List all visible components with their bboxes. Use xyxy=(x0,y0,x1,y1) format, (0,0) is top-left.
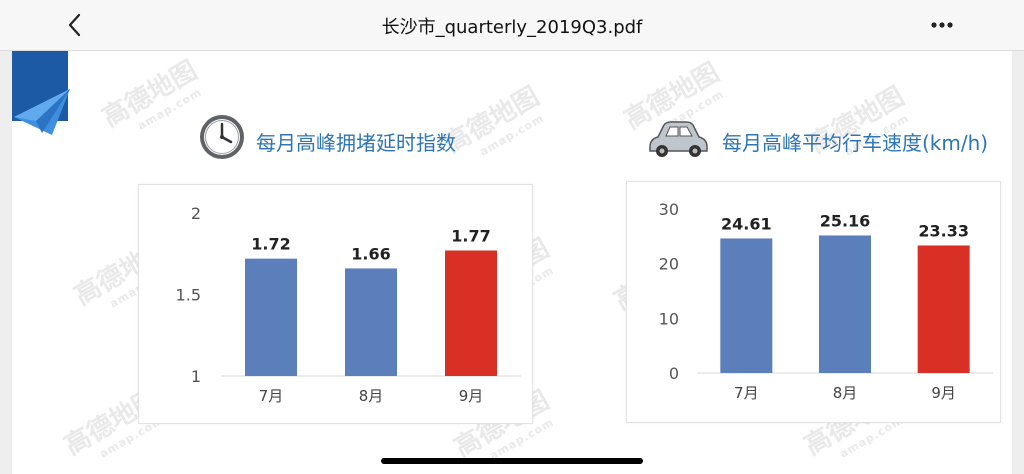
bar-value-label: 1.72 xyxy=(251,235,290,254)
x-tick-label: 9月 xyxy=(459,387,484,405)
chart-svg: 0 10 20 30 24.61 7月 25.16 8月 23.33 9月 xyxy=(659,200,993,402)
bar-value-label: 24.61 xyxy=(721,214,772,233)
chart-title: 每月高峰拥堵延时指数 xyxy=(256,131,456,155)
y-tick-label: 1 xyxy=(191,367,201,386)
bar-value-label: 25.16 xyxy=(820,211,871,230)
pdf-page[interactable]: 高德地图 amap.com 高德地图 amap.com 高德地图 amap.com 高… xyxy=(12,51,1012,474)
chart-title: 每月高峰平均行车速度(km/h) xyxy=(722,131,989,155)
bar xyxy=(720,238,773,373)
bar xyxy=(445,250,497,376)
home-indicator[interactable] xyxy=(381,458,643,464)
y-tick-label: 1.5 xyxy=(176,286,201,305)
y-tick-label: 20 xyxy=(659,255,679,274)
x-tick-label: 7月 xyxy=(259,387,284,405)
bar-value-label: 1.77 xyxy=(451,226,490,245)
x-tick-label: 9月 xyxy=(931,384,956,402)
car-icon xyxy=(649,121,708,157)
bar xyxy=(345,268,397,376)
congestion-index-chart: 1 1.5 2 1.72 7月 1.66 8月 1.77 9月 xyxy=(138,184,533,424)
x-tick-label: 8月 xyxy=(359,387,384,405)
document-title: 长沙市_quarterly_2019Q3.pdf xyxy=(381,17,643,38)
more-options-button[interactable] xyxy=(922,14,962,36)
y-tick-label: 0 xyxy=(669,364,679,383)
y-tick-label: 30 xyxy=(659,200,679,219)
top-navigation-bar: 长沙市_quarterly_2019Q3.pdf xyxy=(0,0,1024,51)
bar xyxy=(819,235,871,373)
y-tick-label: 2 xyxy=(191,204,201,223)
chevron-left-icon xyxy=(68,13,81,37)
bar-value-label: 1.66 xyxy=(351,244,390,263)
average-speed-chart: 0 10 20 30 24.61 7月 25.16 8月 23.33 9月 xyxy=(626,181,1001,423)
chart-svg: 1 1.5 2 1.72 7月 1.66 8月 1.77 9月 xyxy=(176,204,521,405)
back-button[interactable] xyxy=(60,10,90,40)
bar-value-label: 23.33 xyxy=(918,221,969,240)
x-tick-label: 7月 xyxy=(734,384,759,402)
clock-icon xyxy=(200,115,244,159)
bar xyxy=(917,245,970,373)
y-tick-label: 10 xyxy=(659,309,679,328)
bar xyxy=(245,258,297,376)
x-tick-label: 8月 xyxy=(833,384,858,402)
more-horizontal-icon xyxy=(931,22,953,28)
paper-plane-icon xyxy=(14,89,70,135)
